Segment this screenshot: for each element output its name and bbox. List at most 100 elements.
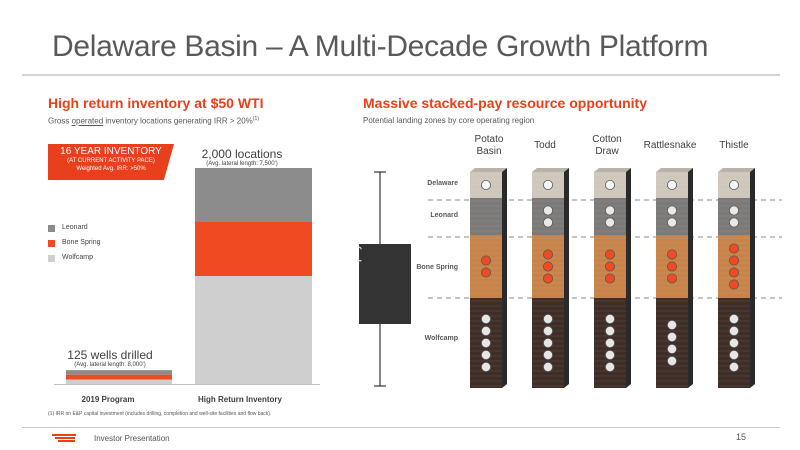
landing-zone-marker-leonard — [542, 217, 553, 228]
bar-bone-spring-program — [66, 374, 172, 380]
legend-swatch-wolfcamp — [48, 255, 55, 262]
landing-zone-marker-bone-spring — [666, 261, 677, 272]
basin-label-thistle: Thistle — [706, 140, 762, 152]
column-top-face — [594, 168, 631, 172]
landing-zone-marker-leonard — [666, 217, 677, 228]
company-logo-icon — [52, 434, 76, 442]
basin-line1: Cotton — [592, 134, 622, 145]
landing-zone-marker-wolfcamp — [481, 361, 492, 372]
bar-wolfcamp-inventory — [195, 276, 312, 384]
landing-zone-marker-bone-spring — [481, 255, 492, 266]
basin-line1: Potato — [474, 134, 504, 145]
well-column-5 — [718, 168, 755, 388]
column-layer-leonard — [532, 198, 564, 235]
right-heading: Massive stacked-pay resource opportunity — [363, 95, 647, 111]
left-heading: High return inventory at $50 WTI — [48, 95, 264, 111]
legend-swatch-leonard — [48, 225, 55, 232]
column-top-face — [470, 168, 507, 172]
column-side-face — [564, 168, 569, 388]
right-subtitle: Potential landing zones by core operatin… — [363, 116, 535, 125]
bar-bone-spring-inventory — [195, 222, 312, 276]
basin-line2: Draw — [595, 146, 619, 157]
landing-zone-marker-delaware — [604, 179, 615, 190]
landing-zone-marker-bone-spring — [728, 279, 739, 290]
well-column-1 — [470, 168, 507, 388]
zone-label-delaware: Delaware — [427, 180, 458, 187]
landing-zone-marker-wolfcamp — [604, 313, 615, 324]
landing-zone-marker-leonard — [666, 205, 677, 216]
x-label-program: 2019 Program — [81, 395, 135, 404]
landing-zone-marker-bone-spring — [542, 249, 553, 260]
badge-line1: 16 YEAR INVENTORY — [60, 146, 162, 157]
subtitle-text-pre: Gross — [48, 116, 72, 126]
landing-zone-marker-wolfcamp — [728, 325, 739, 336]
bar-leonard-program — [66, 370, 172, 375]
column-side-face — [688, 168, 693, 388]
landing-zone-marker-wolfcamp — [728, 349, 739, 360]
well-column-4 — [656, 168, 693, 388]
x-label-inventory: High Return Inventory — [197, 395, 282, 404]
feet-of-pay-text: ~5,000 feet of pay — [337, 230, 363, 310]
basin-label-cotton-draw: Cotton Draw — [579, 134, 635, 158]
landing-zone-marker-leonard — [542, 205, 553, 216]
landing-zone-marker-wolfcamp — [728, 337, 739, 348]
landing-zone-marker-wolfcamp — [604, 337, 615, 348]
column-layer-wolfcamp — [656, 298, 688, 388]
landing-zone-marker-bone-spring — [542, 273, 553, 284]
landing-zone-marker-wolfcamp — [604, 325, 615, 336]
column-top-face — [656, 168, 693, 172]
legend-label-wolfcamp: Wolfcamp — [62, 254, 93, 261]
column-top-face — [532, 168, 569, 172]
footer-label: Investor Presentation — [94, 434, 170, 443]
landing-zone-marker-wolfcamp — [542, 349, 553, 360]
landing-zone-marker-delaware — [542, 179, 553, 190]
zone-label-bone-spring: Bone Spring — [416, 264, 458, 271]
feet-line2: feet of pay — [350, 244, 362, 296]
bar-leonard-inventory — [195, 168, 312, 222]
landing-zone-marker-wolfcamp — [481, 337, 492, 348]
subtitle-underlined: operated — [71, 116, 104, 126]
landing-zone-marker-bone-spring — [481, 267, 492, 278]
column-layer-leonard — [718, 198, 750, 235]
landing-zone-marker-leonard — [604, 205, 615, 216]
annotation-inventory-main: 2,000 locations — [201, 147, 283, 161]
landing-zone-marker-delaware — [666, 179, 677, 190]
landing-zone-marker-leonard — [728, 205, 739, 216]
bar-wolfcamp-program — [66, 379, 172, 384]
footnote: (1) IRR on E&P capital investment (inclu… — [48, 411, 272, 417]
footnote-marker: (1) — [252, 116, 259, 122]
landing-zone-marker-wolfcamp — [481, 325, 492, 336]
annotation-inventory: 2,000 locations (Avg. lateral length: 7,… — [200, 147, 284, 167]
landing-zone-marker-bone-spring — [666, 273, 677, 284]
annotation-program: 125 wells drilled (Avg. lateral length: … — [58, 348, 162, 368]
landing-zone-marker-wolfcamp — [481, 349, 492, 360]
landing-zone-marker-bone-spring — [604, 261, 615, 272]
landing-zone-marker-wolfcamp — [666, 343, 677, 354]
basin-line1: Rattlesnake — [643, 140, 697, 151]
zone-label-leonard: Leonard — [430, 212, 458, 219]
landing-zone-marker-wolfcamp — [542, 361, 553, 372]
column-layer-leonard — [594, 198, 626, 235]
inventory-badge: 16 YEAR INVENTORY (AT CURRENT ACTIVITY P… — [48, 144, 174, 180]
left-subtitle: Gross operated inventory locations gener… — [48, 116, 259, 126]
column-side-face — [750, 168, 755, 388]
legend-swatch-bone-spring — [48, 240, 55, 247]
landing-zone-marker-wolfcamp — [604, 349, 615, 360]
landing-zone-marker-bone-spring — [604, 249, 615, 260]
basin-label-rattlesnake: Rattlesnake — [633, 140, 707, 152]
title-divider — [22, 74, 780, 76]
annotation-program-main: 125 wells drilled — [67, 348, 153, 362]
legend-label-bone-spring: Bone Spring — [62, 239, 101, 246]
landing-zone-marker-wolfcamp — [728, 313, 739, 324]
well-column-2 — [532, 168, 569, 388]
landing-zone-marker-wolfcamp — [728, 361, 739, 372]
landing-zone-marker-delaware — [728, 179, 739, 190]
landing-zone-marker-wolfcamp — [481, 313, 492, 324]
landing-zone-marker-wolfcamp — [542, 313, 553, 324]
slide-title: Delaware Basin – A Multi-Decade Growth P… — [52, 30, 709, 63]
landing-zone-marker-wolfcamp — [666, 319, 677, 330]
badge-line3: Weighted Avg. IRR: >50% — [76, 166, 146, 172]
landing-zone-marker-bone-spring — [728, 255, 739, 266]
landing-zone-marker-leonard — [604, 217, 615, 228]
landing-zone-marker-bone-spring — [728, 243, 739, 254]
